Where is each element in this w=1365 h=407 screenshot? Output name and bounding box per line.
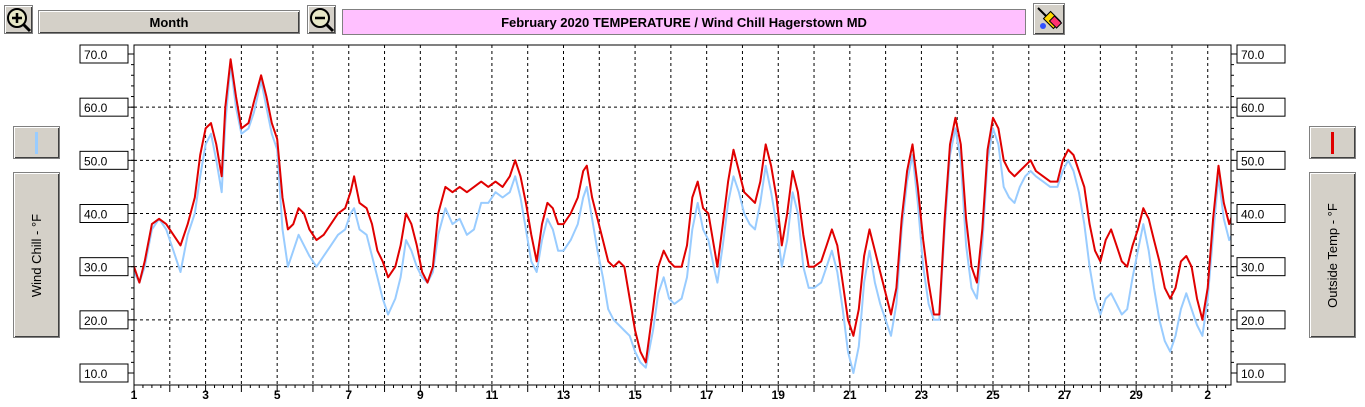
- wind-chill-axis-button[interactable]: Wind Chill - °F: [13, 172, 60, 338]
- y-tick-label-right: 40.0: [1241, 208, 1265, 222]
- x-tick-label: 3: [202, 388, 209, 402]
- edit-tool-button[interactable]: [1033, 3, 1065, 35]
- pencil-eraser-icon: [1037, 7, 1063, 30]
- chart-title: February 2020 TEMPERATURE / Wind Chill H…: [342, 9, 1026, 35]
- x-tick-label: 27: [1058, 388, 1072, 402]
- x-tick-label: 7: [345, 388, 352, 402]
- outside-temp-legend-swatch[interactable]: [1309, 126, 1356, 159]
- x-tick-label: 9: [417, 388, 424, 402]
- y-tick-label-right: 10.0: [1241, 367, 1265, 381]
- wind-chill-legend-swatch[interactable]: [13, 126, 60, 159]
- x-tick-label: 21: [843, 388, 857, 402]
- magnifier-minus-icon: [310, 8, 335, 33]
- wind-chill-line: [134, 63, 1231, 374]
- x-tick-label: 19: [772, 388, 786, 402]
- zoom-in-button[interactable]: [4, 5, 33, 34]
- x-tick-label: 29: [1129, 388, 1143, 402]
- outside-temp-swatch-line: [1331, 132, 1334, 154]
- x-axis-ticks: 1 3 5 7 9 11 13 15 17 19 21 23 25 27 29 2: [131, 385, 1227, 402]
- y-tick-label-right: 30.0: [1241, 261, 1265, 275]
- x-tick-label: 17: [700, 388, 714, 402]
- y-tick-label-left: 60.0: [84, 101, 108, 115]
- x-tick-label: 11: [486, 388, 499, 402]
- x-tick-label: 15: [628, 388, 642, 402]
- outside-temp-axis-button[interactable]: Outside Temp - °F: [1309, 172, 1356, 338]
- y-tick-label-left: 30.0: [84, 261, 108, 275]
- x-tick-label: 1: [131, 388, 138, 402]
- y-axis-ticks: 70.0 70.0 60.0 60.0 50.0 50.0 40.0 40.0 30.0 30.0…: [79, 44, 1286, 383]
- y-tick-label-left: 70.0: [84, 48, 108, 62]
- x-tick-label: 23: [915, 388, 929, 402]
- x-tick-label: 5: [274, 388, 281, 402]
- plot-frame: [133, 44, 1232, 386]
- zoom-out-button[interactable]: [307, 5, 336, 34]
- wind-chill-swatch-line: [35, 132, 38, 154]
- y-tick-label-left: 20.0: [84, 314, 108, 328]
- y-tick-label-right: 60.0: [1241, 101, 1265, 115]
- chart-grid: [134, 45, 1231, 385]
- y-tick-label-right: 20.0: [1241, 314, 1265, 328]
- y-tick-label-right: 50.0: [1241, 154, 1265, 168]
- x-tick-label: 13: [557, 388, 571, 402]
- y-tick-label-left: 40.0: [84, 208, 108, 222]
- y-tick-label-left: 10.0: [84, 367, 108, 381]
- series-lines: [134, 58, 1231, 374]
- magnifier-plus-icon: [7, 8, 32, 33]
- y-tick-label-left: 50.0: [84, 154, 108, 168]
- outside-temp-line: [134, 58, 1231, 364]
- x-tick-label: 25: [986, 388, 1000, 402]
- range-selector-button[interactable]: Month: [38, 10, 300, 34]
- y-tick-label-right: 70.0: [1241, 48, 1265, 62]
- x-tick-label: 2: [1204, 388, 1211, 402]
